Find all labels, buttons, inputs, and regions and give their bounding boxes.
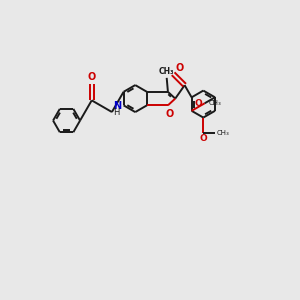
Text: H: H (113, 108, 119, 117)
Text: O: O (194, 99, 202, 108)
Text: O: O (88, 72, 96, 82)
Text: N: N (113, 101, 121, 111)
Text: O: O (166, 109, 174, 119)
Text: O: O (176, 62, 184, 73)
Text: CH₃: CH₃ (217, 130, 230, 136)
Text: CH₃: CH₃ (208, 100, 221, 106)
Text: CH₃: CH₃ (159, 67, 174, 76)
Text: O: O (200, 134, 207, 143)
